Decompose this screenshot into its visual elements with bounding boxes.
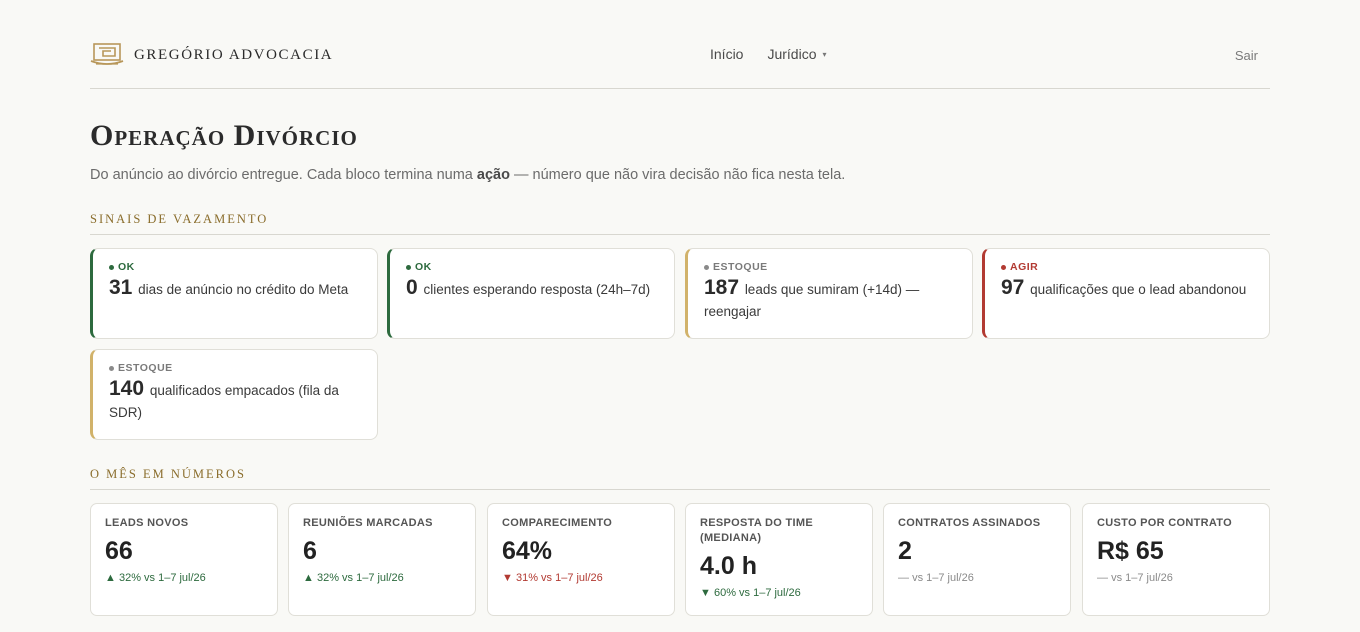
nav-item-juridico[interactable]: Jurídico ▾ [767,46,826,62]
signal-body: 140 qualificados empacados (fila da SDR) [109,378,361,424]
metric-delta: — vs 1–7 jul/26 [898,572,1056,584]
delta-text: 32% vs 1–7 jul/26 [316,572,404,584]
delta-text: 31% vs 1–7 jul/26 [515,572,603,584]
signal-text: leads que sumiram (+14d) — reengajar [704,282,920,319]
nav-item-inicio[interactable]: Início [710,46,743,62]
delta-text: vs 1–7 jul/26 [912,572,974,584]
delta-text: vs 1–7 jul/26 [1111,572,1173,584]
metric-label: CONTRATOS ASSINADOS [898,517,1041,529]
logout-link[interactable]: Sair [1234,48,1258,63]
metric-value: 4.0 h [700,552,757,580]
signal-card[interactable]: AGIR 97 qualificações que o lead abandon… [982,248,1270,339]
metric-card-response-time[interactable]: RESPOSTA DO TIME (MEDIANA) 4.0 h ▼ 60% v… [685,503,873,616]
metric-label: COMPARECIMENTO [502,517,613,529]
nav-item-label: Início [710,46,744,62]
trend-down-icon: ▼ [700,587,711,599]
subtitle-emphasis: ação [476,167,510,183]
status-label: ESTOQUE [713,261,768,273]
page-subtitle: Do anúncio ao divórcio entregue. Cada bl… [90,167,845,183]
metric-label: CUSTO POR CONTRATO [1097,517,1232,529]
trend-up-icon: ▲ [105,572,116,584]
status-badge: AGIR [1001,261,1253,273]
signal-number: 0 [406,276,418,299]
signal-number: 187 [704,276,740,299]
scales-building-logo-icon [90,43,124,65]
signal-text: qualificações que o lead abandonou [1030,282,1247,297]
metric-card-leads[interactable]: LEADS NOVOS 66 ▲ 32% vs 1–7 jul/26 [90,503,278,616]
metric-card-cost-per-contract[interactable]: CUSTO POR CONTRATO R$ 65 — vs 1–7 jul/26 [1082,503,1270,616]
status-dot-icon [1001,264,1006,270]
signal-body: 187 leads que sumiram (+14d) — reengajar [704,277,956,323]
signal-text: qualificados empacados (fila da SDR) [109,383,339,420]
metric-card-attendance[interactable]: COMPARECIMENTO 64% ▼ 31% vs 1–7 jul/26 [487,503,675,616]
status-label: OK [118,261,135,273]
status-badge: OK [406,261,658,273]
status-dot-icon [704,264,709,270]
signal-text: clientes esperando resposta (24h–7d) [423,282,651,297]
signal-body: 0 clientes esperando resposta (24h–7d) [406,277,658,301]
section-label-metrics: O Mês em Números [90,467,1270,490]
metric-label: REUNIÕES MARCADAS [303,517,433,529]
status-label: ESTOQUE [118,362,173,374]
section-label-signals: Sinais de Vazamento [90,212,1270,235]
signal-body: 97 qualificações que o lead abandonou [1001,277,1253,301]
page-container: GREGÓRIO ADVOCACIA Início Jurídico ▾ Sai… [90,0,1270,616]
metric-card-contracts[interactable]: CONTRATOS ASSINADOS 2 — vs 1–7 jul/26 [883,503,1071,616]
delta-text: 60% vs 1–7 jul/26 [713,587,801,599]
signal-body: 31 dias de anúncio no crédito do Meta [109,277,361,301]
signal-number: 140 [109,377,145,400]
metric-value: 66 [105,537,133,565]
nav-item-label: Jurídico [767,46,817,62]
status-dot-icon [406,264,411,270]
trend-up-icon: ▲ [303,572,314,584]
top-bar: GREGÓRIO ADVOCACIA Início Jurídico ▾ Sai… [90,0,1270,89]
status-badge: OK [109,261,361,273]
metric-delta: ▲ 32% vs 1–7 jul/26 [303,572,461,584]
signal-number: 31 [109,276,133,299]
metric-label: LEADS NOVOS [105,517,189,529]
subtitle-text: — número que não vira decisão não fica n… [509,167,846,183]
signal-card[interactable]: OK 0 clientes esperando resposta (24h–7d… [387,248,675,339]
metric-delta: — vs 1–7 jul/26 [1097,572,1255,584]
subtitle-text: Do anúncio ao divórcio entregue. Cada bl… [90,167,477,183]
status-badge: ESTOQUE [109,362,361,374]
metric-card-meetings[interactable]: REUNIÕES MARCADAS 6 ▲ 32% vs 1–7 jul/26 [288,503,476,616]
brand-name: GREGÓRIO ADVOCACIA [134,46,334,63]
status-dot-icon [109,264,114,270]
signal-number: 97 [1001,276,1025,299]
trend-flat-icon: — [1097,572,1108,584]
metric-value: 64% [502,537,553,565]
metric-value: R$ 65 [1097,537,1164,565]
trend-down-icon: ▼ [502,572,513,584]
signal-card[interactable]: ESTOQUE 187 leads que sumiram (+14d) — r… [685,248,973,339]
chevron-down-icon: ▾ [822,49,827,59]
metric-label: RESPOSTA DO TIME (MEDIANA) [700,517,813,544]
signal-card[interactable]: OK 31 dias de anúncio no crédito do Meta [90,248,378,339]
status-label: AGIR [1010,261,1039,273]
signal-card[interactable]: ESTOQUE 140 qualificados empacados (fila… [90,349,378,440]
page-title: Operação Divórcio [90,119,358,152]
status-dot-icon [109,365,114,371]
metric-delta: ▼ 60% vs 1–7 jul/26 [700,587,858,599]
signal-text: dias de anúncio no crédito do Meta [138,282,349,297]
status-label: OK [415,261,432,273]
metric-value: 2 [898,537,912,565]
metric-delta: ▼ 31% vs 1–7 jul/26 [502,572,660,584]
main-nav: Início Jurídico ▾ [710,46,827,62]
delta-text: 32% vs 1–7 jul/26 [118,572,206,584]
brand[interactable]: GREGÓRIO ADVOCACIA [90,42,333,68]
status-badge: ESTOQUE [704,261,956,273]
metric-delta: ▲ 32% vs 1–7 jul/26 [105,572,263,584]
metric-value: 6 [303,537,317,565]
trend-flat-icon: — [898,572,909,584]
